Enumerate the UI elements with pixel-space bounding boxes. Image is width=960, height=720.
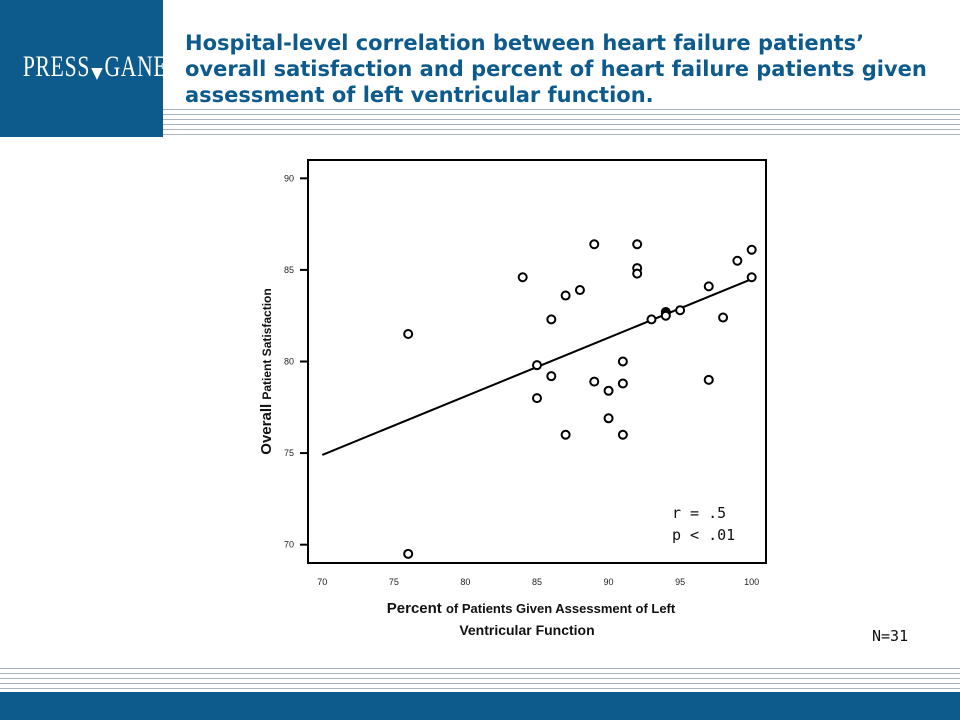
data-point bbox=[746, 272, 757, 283]
y-tick-label: 70 bbox=[284, 540, 294, 550]
x-tick-label: 75 bbox=[389, 577, 399, 587]
data-point bbox=[675, 305, 686, 316]
data-point bbox=[660, 310, 671, 321]
x-tick-label: 80 bbox=[460, 577, 470, 587]
data-point bbox=[560, 429, 571, 440]
data-point bbox=[589, 376, 600, 387]
stat-label: r = .5 bbox=[672, 504, 726, 522]
data-point bbox=[703, 281, 714, 292]
logo-chevron-icon bbox=[91, 68, 104, 80]
data-point bbox=[632, 268, 643, 279]
stat-label: p < .01 bbox=[672, 526, 735, 544]
data-point bbox=[574, 285, 585, 296]
x-tick-label: 85 bbox=[532, 577, 542, 587]
page-title: Hospital-level correlation between heart… bbox=[185, 31, 927, 107]
scatter-chart: 70 75 80 85 90 70 75 80 85 90 95 100 r = .5 p < .01 Pe… bbox=[250, 155, 790, 649]
data-point bbox=[603, 413, 614, 424]
x-tick-label: 90 bbox=[604, 577, 614, 587]
x-tick-label: 100 bbox=[744, 577, 759, 587]
data-point bbox=[403, 329, 414, 340]
footer-rule-lines bbox=[0, 668, 960, 692]
y-tick-label: 85 bbox=[284, 265, 294, 275]
footer-bar bbox=[0, 692, 960, 720]
x-axis-label-line2: Ventricular Function bbox=[459, 622, 594, 638]
data-point bbox=[532, 360, 542, 371]
data-point bbox=[632, 239, 643, 250]
sample-size-label: N=31 bbox=[872, 627, 909, 645]
data-point bbox=[603, 385, 614, 396]
x-tick-label: 70 bbox=[317, 577, 327, 587]
y-axis-label: Overall Patient Satisfaction bbox=[258, 288, 275, 454]
header-rule-lines bbox=[163, 109, 960, 137]
data-point bbox=[560, 290, 571, 301]
logo-panel: PRESS GANEY bbox=[0, 0, 184, 137]
data-point bbox=[746, 244, 757, 255]
press-ganey-logo: PRESS GANEY bbox=[22, 50, 184, 83]
x-tick-label: 95 bbox=[675, 577, 685, 587]
data-point bbox=[646, 314, 657, 325]
data-point bbox=[617, 429, 628, 440]
data-point bbox=[517, 272, 528, 283]
y-tick-label: 75 bbox=[284, 448, 294, 458]
data-point bbox=[718, 312, 729, 323]
chart-svg: 70 75 80 85 90 70 75 80 85 90 95 100 r = .5 p < .01 Pe… bbox=[258, 159, 767, 638]
data-point bbox=[403, 548, 414, 559]
data-point bbox=[617, 378, 628, 389]
data-point bbox=[703, 374, 714, 385]
data-point bbox=[532, 393, 542, 404]
x-axis-label: Percent of Patients Given Assessment of … bbox=[387, 600, 676, 617]
y-tick-label: 80 bbox=[284, 357, 294, 367]
data-point bbox=[732, 255, 743, 266]
data-point bbox=[617, 356, 628, 367]
y-tick-label: 90 bbox=[284, 173, 294, 183]
data-point bbox=[589, 239, 600, 250]
data-point bbox=[546, 371, 557, 382]
data-point bbox=[546, 314, 557, 325]
